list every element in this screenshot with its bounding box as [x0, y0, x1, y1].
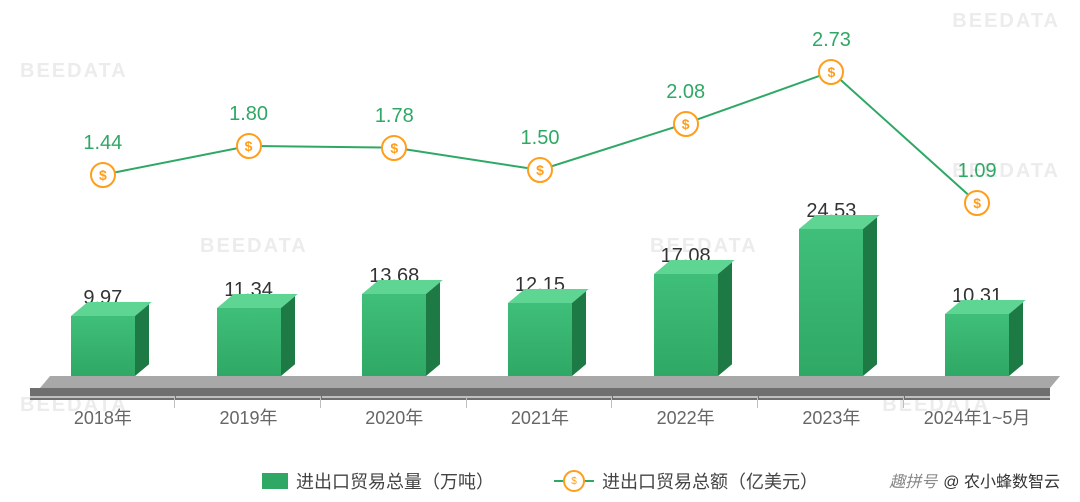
bar-column: 11.34	[176, 279, 321, 376]
line-value-label: 1.09	[958, 160, 997, 183]
legend-item-line: 进出口贸易总额（亿美元）	[554, 468, 818, 494]
line-marker: $	[381, 135, 407, 161]
line-value-label: 1.80	[229, 103, 268, 126]
bar-column: 10.31	[905, 285, 1050, 376]
line-marker: $	[236, 133, 262, 159]
bar-column: 12.15	[467, 274, 612, 376]
legend-label-bar: 进出口贸易总量（万吨）	[296, 468, 494, 494]
line-value-label: 2.08	[666, 81, 705, 104]
bar-column: 13.68	[322, 265, 467, 376]
legend-swatch-line	[554, 480, 594, 482]
bar-column: 24.53	[759, 200, 904, 376]
x-axis-label: 2019年	[176, 396, 321, 430]
bar-3d	[945, 314, 1009, 376]
attribution: 趣拼号 @ 农小蜂数智云	[889, 468, 1060, 492]
line-value-label: 2.73	[812, 29, 851, 52]
bar-column: 9.97	[30, 287, 175, 376]
line-marker: $	[818, 59, 844, 85]
bar-column: 17.08	[613, 245, 758, 376]
attribution-prefix: 趣拼号	[889, 468, 937, 492]
x-axis-label: 2021年	[467, 396, 612, 430]
bar-3d	[508, 303, 572, 376]
x-axis-label: 2022年	[613, 396, 758, 430]
line-marker: $	[673, 111, 699, 137]
x-axis-label: 2023年	[759, 396, 904, 430]
line-marker: $	[527, 157, 553, 183]
x-axis-label: 2018年	[30, 396, 175, 430]
line-value-label: 1.78	[375, 105, 414, 128]
line-value-label: 1.44	[83, 132, 122, 155]
legend-label-line: 进出口贸易总额（亿美元）	[602, 468, 818, 494]
legend-item-bar: 进出口贸易总量（万吨）	[262, 468, 494, 494]
bar-columns: 9.9711.3413.6812.1517.0824.5310.31	[30, 36, 1050, 376]
bar-3d	[217, 308, 281, 376]
bar-3d	[654, 274, 718, 376]
x-axis-labels: 2018年2019年2020年2021年2022年2023年2024年1~5月	[30, 396, 1050, 430]
bar-3d	[362, 294, 426, 376]
attribution-text: @ 农小蜂数智云	[943, 468, 1060, 492]
line-marker: $	[964, 190, 990, 216]
line-marker: $	[90, 162, 116, 188]
legend-swatch-bar	[262, 473, 288, 489]
bar-3d	[71, 316, 135, 376]
x-axis-label: 2020年	[322, 396, 467, 430]
bar-3d	[799, 229, 863, 376]
line-value-label: 1.50	[521, 127, 560, 150]
x-axis-label: 2024年1~5月	[905, 396, 1050, 430]
chart-area: 9.9711.3413.6812.1517.0824.5310.31 2018年…	[30, 10, 1050, 430]
